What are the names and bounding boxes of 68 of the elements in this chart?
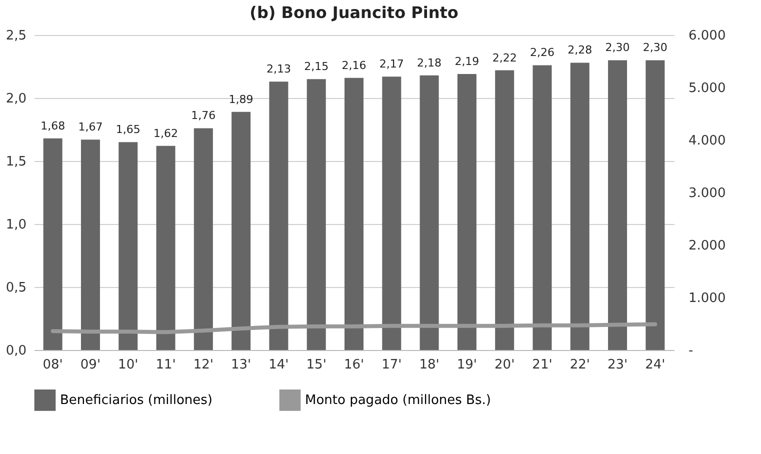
bar — [457, 74, 476, 350]
y2-tick-label: 1.000 — [688, 291, 726, 306]
x-tick-label: 18' — [419, 358, 440, 372]
line-series — [50, 322, 658, 334]
x-tick-label: 21' — [532, 358, 552, 372]
y-tick-label: 0,0 — [6, 344, 26, 358]
y-tick-label: 2,0 — [6, 92, 26, 106]
x-tick-label: 17' — [382, 358, 402, 372]
data-label: 2,15 — [304, 60, 329, 74]
x-tick-label: 14' — [268, 358, 289, 372]
bar — [156, 146, 176, 350]
y2-tick-label: 3.000 — [688, 186, 726, 201]
x-tick-label: 15' — [306, 358, 326, 372]
bar — [232, 112, 251, 350]
x-tick-label: 20' — [494, 358, 515, 372]
data-label: 2,19 — [454, 55, 480, 68]
x-tick-label: 19' — [456, 358, 478, 372]
y-tick-label: 1,5 — [6, 154, 26, 170]
x-tick-label: 23' — [607, 358, 628, 372]
y-tick-label: 0,5 — [6, 280, 26, 296]
x-tick-label: 12' — [193, 358, 214, 372]
bar — [495, 70, 514, 350]
bar — [194, 128, 213, 350]
data-label: 1,68 — [40, 119, 66, 132]
y-tick-label: 2,5 — [6, 28, 26, 44]
y2-tick-label: 2.000 — [688, 238, 726, 254]
data-label: 1,67 — [78, 120, 103, 134]
bar — [43, 138, 62, 350]
bar — [118, 142, 138, 350]
data-label: 1,62 — [154, 126, 178, 140]
bar — [269, 82, 288, 350]
bar — [80, 140, 100, 350]
bar — [306, 79, 326, 350]
bar — [344, 78, 364, 350]
data-label: 2,22 — [492, 51, 517, 64]
data-label: 1,65 — [116, 123, 140, 136]
bar — [382, 76, 402, 350]
x-tick-label: 10' — [118, 358, 138, 372]
x-tick-label: 16' — [344, 358, 364, 372]
data-label: 2,30 — [605, 41, 630, 54]
y2-tick-label: 4.000 — [688, 134, 726, 148]
legend-label: Monto pagado (millones Bs.) — [305, 393, 491, 408]
data-label: 2,28 — [568, 44, 592, 57]
bar — [570, 62, 590, 350]
bar — [420, 75, 439, 350]
x-tick-label: 09' — [80, 358, 101, 372]
legend-label: Beneficiarios (millones) — [60, 393, 212, 408]
x-tick-label: 22' — [570, 358, 590, 372]
y2-tick-label: 5.000 — [688, 81, 726, 96]
data-label: 2,30 — [642, 41, 668, 54]
data-label: 2,13 — [266, 62, 291, 76]
data-label: 2,17 — [379, 58, 404, 71]
x-tick-label: 24' — [645, 358, 666, 372]
y2-tick-label: 6.000 — [688, 28, 726, 44]
bar — [532, 65, 552, 350]
x-tick-label: 13' — [230, 358, 252, 372]
bar — [608, 60, 628, 350]
y-tick-label: 1,0 — [6, 218, 26, 232]
data-label: 2,18 — [417, 56, 442, 70]
data-label: 2,26 — [530, 46, 554, 60]
x-tick-label: 11' — [156, 358, 176, 372]
data-label: 1,76 — [191, 109, 216, 122]
chart-title: (b) Bono Juancito Pinto — [250, 3, 458, 22]
y2-tick-label: - — [688, 344, 694, 358]
x-tick-label: 08' — [42, 358, 63, 372]
data-label: 2,16 — [342, 58, 366, 72]
bar — [646, 60, 665, 350]
data-label: 1,89 — [228, 92, 254, 106]
